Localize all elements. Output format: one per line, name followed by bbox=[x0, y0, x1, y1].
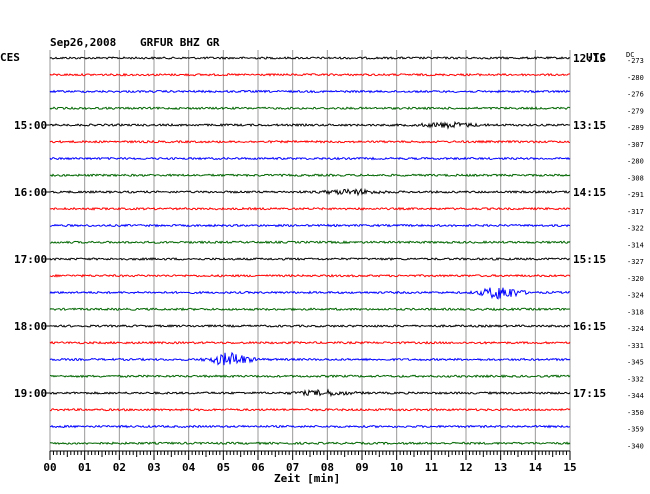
seismic-trace bbox=[49, 441, 571, 446]
seismic-trace bbox=[49, 374, 571, 379]
dc-offset-label: -332 bbox=[627, 375, 644, 383]
seismic-trace bbox=[49, 340, 571, 345]
x-tick-label: 06 bbox=[251, 461, 265, 474]
dc-offset-label: -345 bbox=[627, 359, 644, 367]
dc-offset-label: -340 bbox=[627, 442, 644, 450]
right-time-label: 12:15 bbox=[573, 52, 606, 65]
seismic-trace bbox=[49, 324, 571, 328]
x-tick-label: 12 bbox=[459, 461, 472, 474]
seismic-trace bbox=[49, 351, 571, 366]
seismic-trace bbox=[49, 89, 571, 94]
dc-offset-label: -359 bbox=[627, 426, 644, 434]
left-time-label: 15:00 bbox=[14, 119, 47, 132]
dc-offset-label: -314 bbox=[627, 241, 644, 249]
seismic-trace bbox=[49, 287, 571, 300]
seismic-trace bbox=[49, 257, 571, 261]
seismic-trace bbox=[49, 72, 571, 77]
traces bbox=[49, 56, 571, 446]
dc-offset-label: -318 bbox=[627, 308, 644, 316]
left-time-label: 19:00 bbox=[14, 387, 47, 400]
x-axis: 00 01 02 03 04 05 06 07 08 09 10 11 12 13 14 15 bbox=[43, 450, 577, 474]
right-time-label: 14:15 bbox=[573, 186, 606, 199]
dc-offset-label: -350 bbox=[627, 409, 644, 417]
x-tick-label: 13 bbox=[494, 461, 507, 474]
dc-offset-label: -291 bbox=[627, 191, 644, 199]
seismic-trace bbox=[49, 56, 571, 60]
x-tick-label: 04 bbox=[182, 461, 196, 474]
dc-offset-label: -280 bbox=[627, 74, 644, 82]
right-time-label: 17:15 bbox=[573, 387, 606, 400]
left-zone-label: CES bbox=[0, 51, 20, 64]
seismic-trace bbox=[49, 388, 571, 398]
seismic-trace bbox=[49, 240, 571, 245]
dc-offset-label: -307 bbox=[627, 141, 644, 149]
seismic-trace bbox=[49, 106, 571, 111]
x-tick-label: 01 bbox=[78, 461, 92, 474]
seismic-trace bbox=[49, 173, 571, 178]
dc-offset-label: -280 bbox=[627, 158, 644, 166]
seismic-trace bbox=[49, 139, 571, 144]
left-time-label: 16:00 bbox=[14, 186, 47, 199]
dc-offset-label: -331 bbox=[627, 342, 644, 350]
seismic-trace bbox=[49, 424, 571, 429]
header-date: Sep26,2008 bbox=[50, 36, 116, 49]
dc-offset-label: -322 bbox=[627, 225, 644, 233]
labels: -273 -280 -276 -279 -289 -307 -280 -308 -291 -317… bbox=[14, 52, 644, 450]
x-tick-label: 15 bbox=[563, 461, 576, 474]
seismic-trace bbox=[49, 407, 571, 412]
x-tick-label: 03 bbox=[147, 461, 160, 474]
x-tick-label: 14 bbox=[529, 461, 543, 474]
x-tick-label: 00 bbox=[43, 461, 56, 474]
x-tick-label: 10 bbox=[390, 461, 403, 474]
x-tick-label: 08 bbox=[321, 461, 334, 474]
dc-offset-label: -324 bbox=[627, 292, 644, 300]
seismic-trace bbox=[49, 156, 571, 161]
grid bbox=[49, 50, 571, 451]
dc-offset-label: -320 bbox=[627, 275, 644, 283]
seismic-trace bbox=[49, 273, 571, 278]
dc-label: DC bbox=[626, 51, 634, 59]
right-time-label: 13:15 bbox=[573, 119, 606, 132]
right-time-label: 16:15 bbox=[573, 320, 606, 333]
seismic-trace bbox=[50, 223, 571, 228]
dc-offset-label: -317 bbox=[627, 208, 644, 216]
dc-offset-label: -308 bbox=[627, 174, 644, 182]
right-zone-label: UTC bbox=[586, 51, 606, 64]
x-tick-label: 09 bbox=[355, 461, 368, 474]
dc-offset-label: -324 bbox=[627, 325, 644, 333]
right-time-label: 15:15 bbox=[573, 253, 606, 266]
x-tick-label: 11 bbox=[425, 461, 439, 474]
seismic-trace bbox=[49, 120, 571, 130]
seismic-trace bbox=[49, 206, 571, 211]
header-station: GRFUR BHZ GR bbox=[140, 36, 220, 49]
seismic-trace bbox=[49, 187, 571, 197]
dc-offset-label: -327 bbox=[627, 258, 644, 266]
dc-offset-label: -273 bbox=[627, 57, 644, 65]
left-time-label: 18:00 bbox=[14, 320, 47, 333]
left-time-label: 17:00 bbox=[14, 253, 47, 266]
x-tick-label: 07 bbox=[286, 461, 299, 474]
dc-offset-label: -279 bbox=[627, 107, 644, 115]
x-tick-label: 05 bbox=[217, 461, 230, 474]
seismic-trace bbox=[49, 307, 571, 312]
dc-offset-label: -276 bbox=[627, 91, 644, 99]
dc-offset-label: -289 bbox=[627, 124, 644, 132]
x-tick-label: 02 bbox=[113, 461, 126, 474]
dc-offset-label: -344 bbox=[627, 392, 644, 400]
x-axis-label: Zeit [min] bbox=[274, 472, 340, 485]
